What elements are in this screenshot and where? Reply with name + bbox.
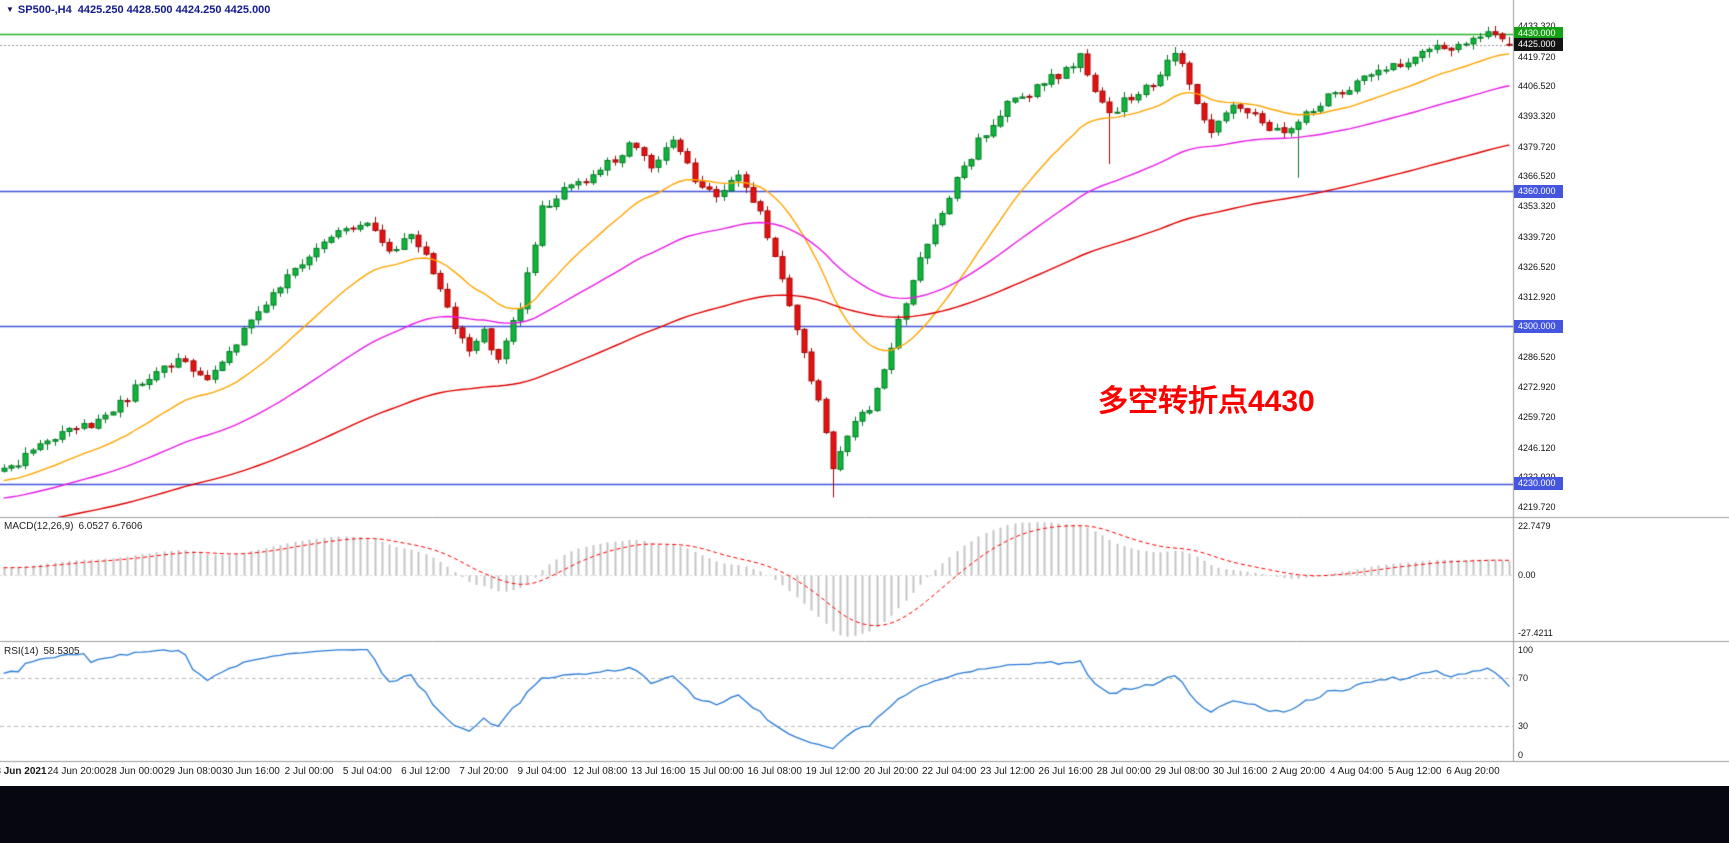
price-tick-label: 4393.320 <box>1518 111 1556 122</box>
macd-axis-label: -27.4211 <box>1518 627 1553 638</box>
price-level-badge: 4300.000 <box>1514 319 1563 333</box>
time-axis-label: 2 Jul 00:00 <box>284 766 334 777</box>
time-axis-label: 23 Jul 12:00 <box>980 766 1035 777</box>
time-axis-label: 5 Jul 04:00 <box>342 766 392 777</box>
rsi-axis-label: 0 <box>1518 750 1524 760</box>
time-axis-label: 5 Aug 12:00 <box>1388 766 1442 777</box>
time-axis-label: 2 Aug 20:00 <box>1271 766 1326 777</box>
time-axis-label: 16 Jul 08:00 <box>747 766 802 777</box>
time-axis-label: 29 Jul 08:00 <box>1154 766 1210 777</box>
time-axis-label: 28 Jul 00:00 <box>1096 766 1152 777</box>
time-axis-label: 24 Jun 20:00 <box>47 766 106 777</box>
price-tick-label: 4326.520 <box>1518 261 1556 272</box>
time-axis-label: 19 Jul 12:00 <box>805 766 861 777</box>
price-level-badge: 4230.000 <box>1514 477 1563 491</box>
price-tick-label: 4366.520 <box>1518 171 1556 182</box>
price-tick-label: 4379.720 <box>1518 141 1556 152</box>
symbol-dropdown-icon[interactable]: ▼ <box>6 5 14 14</box>
macd-indicator-label: MACD(12,26,9) 6.0527 6.7606 <box>4 521 142 532</box>
time-axis-label: 6 Aug 20:00 <box>1446 766 1500 777</box>
macd-values: 6.0527 6.7606 <box>78 521 143 532</box>
price-tick-label: 4339.720 <box>1518 231 1556 242</box>
rsi-axis-label: 30 <box>1518 720 1529 731</box>
time-axis-label: 30 Jul 16:00 <box>1212 766 1268 777</box>
time-axis-label: 12 Jul 08:00 <box>572 766 628 777</box>
chart-canvas[interactable] <box>0 0 1729 786</box>
time-axis-label: 4 Aug 04:00 <box>1329 766 1384 777</box>
time-axis-label: 29 Jun 08:00 <box>163 766 222 777</box>
price-tick-label: 4406.520 <box>1518 81 1556 92</box>
price-tick-label: 4259.720 <box>1518 411 1556 422</box>
rsi-value: 58.5305 <box>43 646 80 657</box>
price-axis[interactable]: 4433.320 4419.720 4406.520 4393.320 4379.720… <box>0 0 1729 786</box>
time-axis-label: 15 Jul 00:00 <box>689 766 744 777</box>
time-axis-label: 20 Jul 20:00 <box>863 766 919 777</box>
price-tick-label: 4219.720 <box>1518 502 1556 513</box>
price-tick-label: 4272.920 <box>1518 382 1556 393</box>
macd-name: MACD(12,26,9) <box>4 521 74 532</box>
time-axis-label: 26 Jul 16:00 <box>1038 766 1093 777</box>
time-axis-label: 22 Jul 04:00 <box>922 766 977 777</box>
time-axis-label: 30 Jun 16:00 <box>222 766 280 777</box>
price-tick-label: 4419.720 <box>1518 51 1556 62</box>
macd-axis-label: 0.00 <box>1518 569 1536 580</box>
time-axis-label: 7 Jul 20:00 <box>459 766 509 777</box>
rsi-axis-label: 70 <box>1518 673 1529 684</box>
price-tick-label: 4286.520 <box>1518 351 1556 362</box>
price-tick-label: 4433.320 <box>1518 21 1556 31</box>
price-tick-label: 4353.320 <box>1518 201 1556 212</box>
time-axis-label: 13 Jul 16:00 <box>631 766 686 777</box>
bottom-bar <box>0 786 1729 843</box>
time-axis-label: 6 Jul 12:00 <box>401 766 450 777</box>
symbol-timeframe-label: SP500-,H4 <box>17 4 72 16</box>
annotation-text[interactable]: 多空转折点4430 <box>1098 385 1315 418</box>
time-axis-label: 28 Jun 00:00 <box>105 766 164 777</box>
price-level-badge: 4360.000 <box>1514 184 1563 198</box>
price-level-badge: 4430.000 <box>1514 27 1563 41</box>
time-axis-label: 9 Jul 04:00 <box>517 766 567 777</box>
rsi-name: RSI(14) <box>4 646 39 657</box>
ohlc-readout: 4425.250 4428.500 4424.250 4425.000 <box>77 4 271 16</box>
price-tick-label: 4232.920 <box>1518 472 1556 482</box>
chart-title: ▼ SP500-,H4 4425.250 4428.500 4424.250 442… <box>6 4 270 16</box>
macd-axis-label: 22.7479 <box>1518 521 1551 532</box>
price-tick-label: 4312.920 <box>1518 292 1556 303</box>
time-axis-label: 23 Jun 2021 <box>0 766 47 777</box>
rsi-indicator-label: RSI(14) 58.5305 <box>4 646 80 657</box>
price-level-badge: 4425.000 <box>1514 38 1563 52</box>
price-tick-label: 4246.120 <box>1518 442 1556 453</box>
rsi-axis-label: 100 <box>1518 645 1534 655</box>
